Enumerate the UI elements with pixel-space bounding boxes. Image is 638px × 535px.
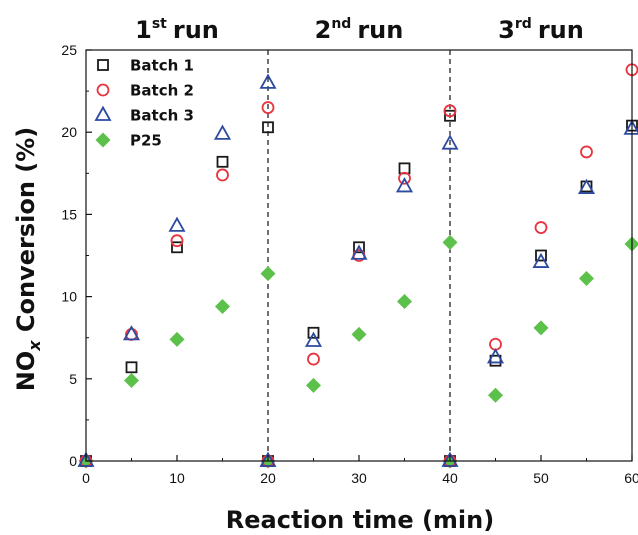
batch2-point: [307, 352, 320, 366]
x-axis-title: Reaction time (min): [226, 506, 494, 534]
batch1-point: [125, 361, 138, 374]
p25-point: [260, 266, 276, 282]
p25-point: [624, 236, 638, 252]
batch1-point: [216, 155, 229, 168]
p25-point: [397, 294, 412, 310]
run-labels: 1st run 2nd run 3rd run: [135, 16, 584, 44]
batch3-point: [304, 331, 323, 347]
batch3-point: [395, 177, 414, 193]
batch3-point: [350, 244, 368, 260]
y-tick-label: 15: [61, 206, 77, 222]
run-label: 2nd run: [315, 16, 404, 44]
legend-marker: [95, 132, 111, 148]
batch3-point: [213, 124, 232, 140]
y-axis-title-post: Conversion (%): [12, 127, 40, 341]
x-tick-label: 50: [533, 470, 549, 486]
y-tick-label: 10: [61, 289, 77, 305]
y-tick-label: 5: [69, 371, 77, 387]
batch2-point: [398, 171, 411, 185]
batch3-point: [486, 348, 505, 364]
x-tick-label: 10: [169, 470, 185, 486]
batch2-point: [216, 168, 229, 182]
x-tick-label: 30: [351, 470, 367, 486]
p25-point: [306, 377, 321, 393]
batch3-point: [77, 451, 95, 467]
legend-label: Batch 1: [130, 57, 194, 75]
run-dividers: [267, 50, 451, 461]
batch2-point: [580, 145, 593, 159]
x-tick-label: 20: [260, 470, 276, 486]
batch2-point: [443, 104, 457, 118]
x-tick-label: 60: [624, 470, 638, 486]
x-tick-label: 40: [442, 470, 458, 486]
y-tick-label: 0: [69, 453, 77, 469]
y-axis-title: NOx Conversion (%): [12, 127, 44, 392]
p25-point: [488, 387, 503, 403]
batch3-point: [441, 134, 459, 150]
legend-marker: [97, 59, 109, 71]
y-tick-label: 20: [61, 124, 77, 140]
batch1-point: [535, 249, 547, 262]
x-tick-label: 0: [82, 470, 90, 486]
run-label: 3rd run: [498, 16, 584, 44]
legend: Batch 1 Batch 2 Batch 3 P25: [94, 57, 194, 150]
p25-point: [533, 320, 549, 336]
batch3-point: [259, 451, 277, 467]
batch3-point: [577, 178, 596, 194]
batch1-point: [307, 326, 320, 339]
p25-point: [169, 331, 185, 347]
y-axis-title-pre: NO: [12, 351, 40, 392]
p25-point: [442, 234, 458, 250]
legend-label: Batch 2: [130, 82, 194, 100]
legend-label: P25: [130, 132, 162, 150]
legend-label: Batch 3: [130, 107, 194, 125]
p25-point: [351, 326, 367, 342]
axis-ticks: 0 10 20 30 40 50 60 0 5 10 15 20 25: [61, 42, 638, 486]
batch3-point: [259, 73, 277, 89]
p25-point: [215, 298, 230, 314]
p25-point: [579, 271, 594, 287]
run-label: 1st run: [135, 16, 219, 44]
batch1-point: [171, 241, 183, 254]
batch3-point: [122, 325, 141, 341]
batch1-point: [444, 109, 456, 122]
batch1-point: [262, 121, 274, 134]
batch3-point: [532, 252, 550, 268]
batch3-point: [441, 451, 459, 467]
legend-marker: [96, 83, 110, 97]
y-tick-label: 25: [61, 42, 77, 58]
y-axis-title-sub: x: [25, 340, 44, 352]
batch3-point: [168, 216, 186, 232]
data-points: [77, 63, 638, 469]
batch1-point: [353, 241, 365, 254]
batch1-point: [489, 354, 502, 367]
batch2-point: [170, 234, 184, 248]
batch2-point: [261, 101, 275, 114]
batch2-point: [534, 221, 548, 234]
legend-marker: [94, 105, 112, 121]
p25-point: [124, 372, 139, 388]
